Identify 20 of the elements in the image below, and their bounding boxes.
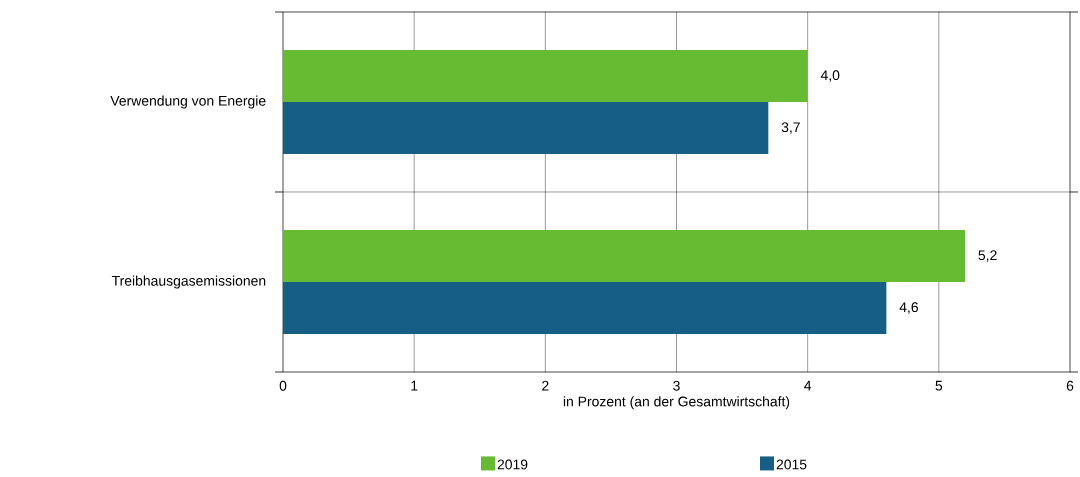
legend-label: 2015 (776, 459, 807, 470)
y-tick-label: Verwendung von Energie (110, 95, 266, 109)
x-tick-label: 3 (673, 380, 680, 391)
bar (283, 50, 808, 102)
bar (283, 230, 966, 282)
x-tick-label: 2 (542, 380, 549, 391)
data-label: 3,7 (781, 122, 800, 134)
y-tick-label: Treibhausgasemissionen (111, 275, 266, 289)
x-tick-label: 4 (804, 380, 812, 391)
x-tick-label: 0 (279, 380, 287, 391)
legend-label: 2019 (497, 459, 528, 470)
bar (283, 102, 769, 154)
data-label: 4,6 (899, 302, 918, 314)
x-tick-label: 6 (1066, 380, 1074, 391)
bar (283, 282, 887, 334)
x-tick-label: 1 (411, 380, 418, 391)
x-tick-label: 5 (935, 380, 943, 391)
data-label: 4,0 (820, 70, 840, 82)
data-label: 5,2 (978, 250, 997, 262)
x-axis-title: in Prozent (an der Gesamtwirtschaft) (563, 396, 790, 410)
